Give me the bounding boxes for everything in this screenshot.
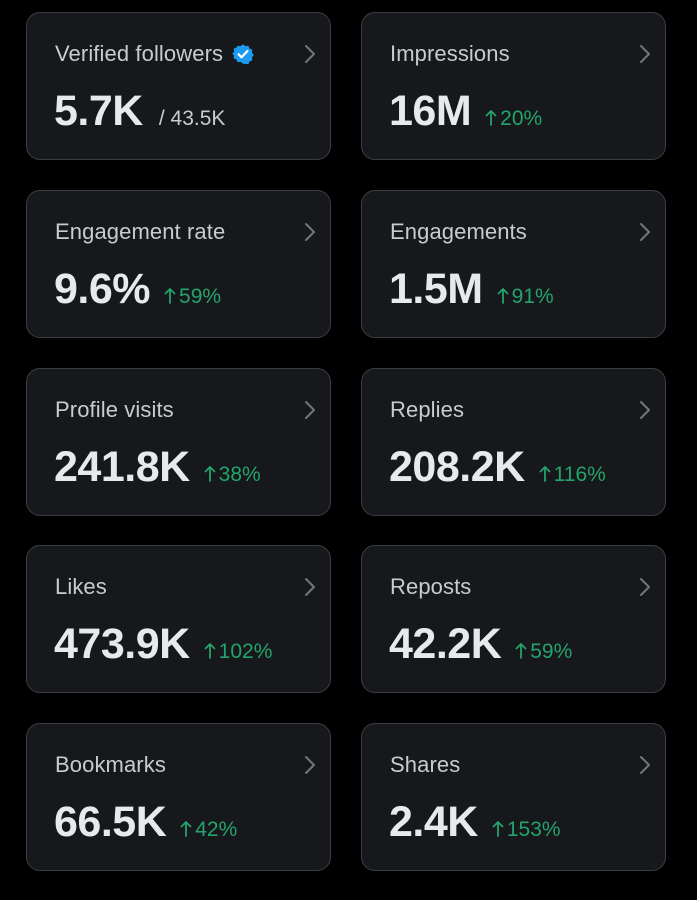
card-header: Likes <box>55 573 107 601</box>
change-indicator: 38% <box>204 463 261 487</box>
change-indicator: 153% <box>492 818 561 842</box>
card-impressions[interactable]: Impressions 16M 20% <box>361 12 666 160</box>
change-percent: 38% <box>218 463 261 486</box>
card-label: Replies <box>390 397 465 422</box>
card-header: Impressions <box>390 40 510 68</box>
arrow-up-icon <box>164 288 176 304</box>
card-value-row: 208.2K 116% <box>389 443 606 492</box>
card-value: 2.4K <box>389 798 478 846</box>
card-label: Engagements <box>390 219 527 244</box>
chevron-right-icon <box>640 578 650 596</box>
change-indicator: 91% <box>497 285 554 309</box>
change-percent: 59% <box>530 640 573 663</box>
change-indicator: 102% <box>204 640 273 664</box>
card-value-row: 241.8K 38% <box>54 443 261 492</box>
arrow-up-icon <box>204 466 216 482</box>
card-value-row: 473.9K 102% <box>54 620 272 669</box>
chevron-right-icon <box>305 578 315 596</box>
card-verified-followers[interactable]: Verified followers 5.7K / 43.5K <box>26 12 331 160</box>
change-percent: 59% <box>179 285 222 308</box>
card-value: 66.5K <box>54 798 167 846</box>
change-indicator: 20% <box>485 107 542 131</box>
change-percent: 42% <box>195 818 238 841</box>
change-indicator: 59% <box>515 640 572 664</box>
card-value-row: 9.6% 59% <box>54 265 221 314</box>
chevron-right-icon <box>305 756 315 774</box>
card-value: 473.9K <box>54 620 190 668</box>
chevron-right-icon <box>640 756 650 774</box>
chevron-right-icon <box>640 401 650 419</box>
card-replies[interactable]: Replies 208.2K 116% <box>361 368 666 516</box>
change-percent: 102% <box>218 640 273 663</box>
card-value: 9.6% <box>54 265 151 313</box>
card-label: Profile visits <box>55 397 174 422</box>
arrow-up-icon <box>204 643 216 659</box>
change-percent: 153% <box>506 818 561 841</box>
card-label: Shares <box>390 752 461 777</box>
chevron-right-icon <box>640 223 650 241</box>
card-value: 1.5M <box>389 265 483 313</box>
card-label: Verified followers <box>55 41 224 66</box>
arrow-up-icon <box>515 643 527 659</box>
verified-badge-icon <box>232 44 254 65</box>
arrow-up-icon <box>180 821 192 837</box>
card-profile-visits[interactable]: Profile visits 241.8K 38% <box>26 368 331 516</box>
arrow-up-icon <box>539 466 551 482</box>
card-value: 42.2K <box>389 620 502 668</box>
card-label: Reposts <box>390 574 472 599</box>
card-total: / 43.5K <box>158 107 226 130</box>
change-indicator: 59% <box>164 285 221 309</box>
arrow-up-icon <box>497 288 509 304</box>
card-header: Engagement rate <box>55 218 225 246</box>
card-value: 208.2K <box>389 443 525 491</box>
card-reposts[interactable]: Reposts 42.2K 59% <box>361 545 666 693</box>
card-bookmarks[interactable]: Bookmarks 66.5K 42% <box>26 723 331 871</box>
card-header: Profile visits <box>55 396 174 424</box>
card-engagements[interactable]: Engagements 1.5M 91% <box>361 190 666 338</box>
change-percent: 116% <box>553 463 606 486</box>
card-value-row: 16M 20% <box>389 87 542 136</box>
card-header: Replies <box>390 396 464 424</box>
card-label: Impressions <box>390 41 510 66</box>
chevron-right-icon <box>305 401 315 419</box>
card-header: Shares <box>390 751 460 779</box>
card-header: Bookmarks <box>55 751 166 779</box>
card-value-row: 66.5K 42% <box>54 798 237 847</box>
change-percent: 91% <box>511 285 554 308</box>
card-value: 16M <box>389 87 472 135</box>
card-value: 5.7K <box>54 87 143 135</box>
chevron-right-icon <box>305 223 315 241</box>
card-shares[interactable]: Shares 2.4K 153% <box>361 723 666 871</box>
change-indicator: 42% <box>180 818 237 842</box>
card-value: 241.8K <box>54 443 190 491</box>
card-engagement-rate[interactable]: Engagement rate 9.6% 59% <box>26 190 331 338</box>
card-header: Verified followers <box>55 40 254 68</box>
change-indicator: 116% <box>539 463 606 487</box>
change-percent: 20% <box>500 107 543 130</box>
chevron-right-icon <box>305 45 315 63</box>
card-value-row: 5.7K / 43.5K <box>54 87 225 136</box>
card-header: Engagements <box>390 218 527 246</box>
card-likes[interactable]: Likes 473.9K 102% <box>26 545 331 693</box>
card-value-row: 1.5M 91% <box>389 265 554 314</box>
chevron-right-icon <box>640 45 650 63</box>
card-value-row: 42.2K 59% <box>389 620 572 669</box>
arrow-up-icon <box>492 821 504 837</box>
card-value-row: 2.4K 153% <box>389 798 561 847</box>
card-label: Bookmarks <box>55 752 166 777</box>
card-label: Engagement rate <box>55 219 226 244</box>
card-label: Likes <box>55 574 107 599</box>
card-header: Reposts <box>390 573 471 601</box>
arrow-up-icon <box>485 110 497 126</box>
